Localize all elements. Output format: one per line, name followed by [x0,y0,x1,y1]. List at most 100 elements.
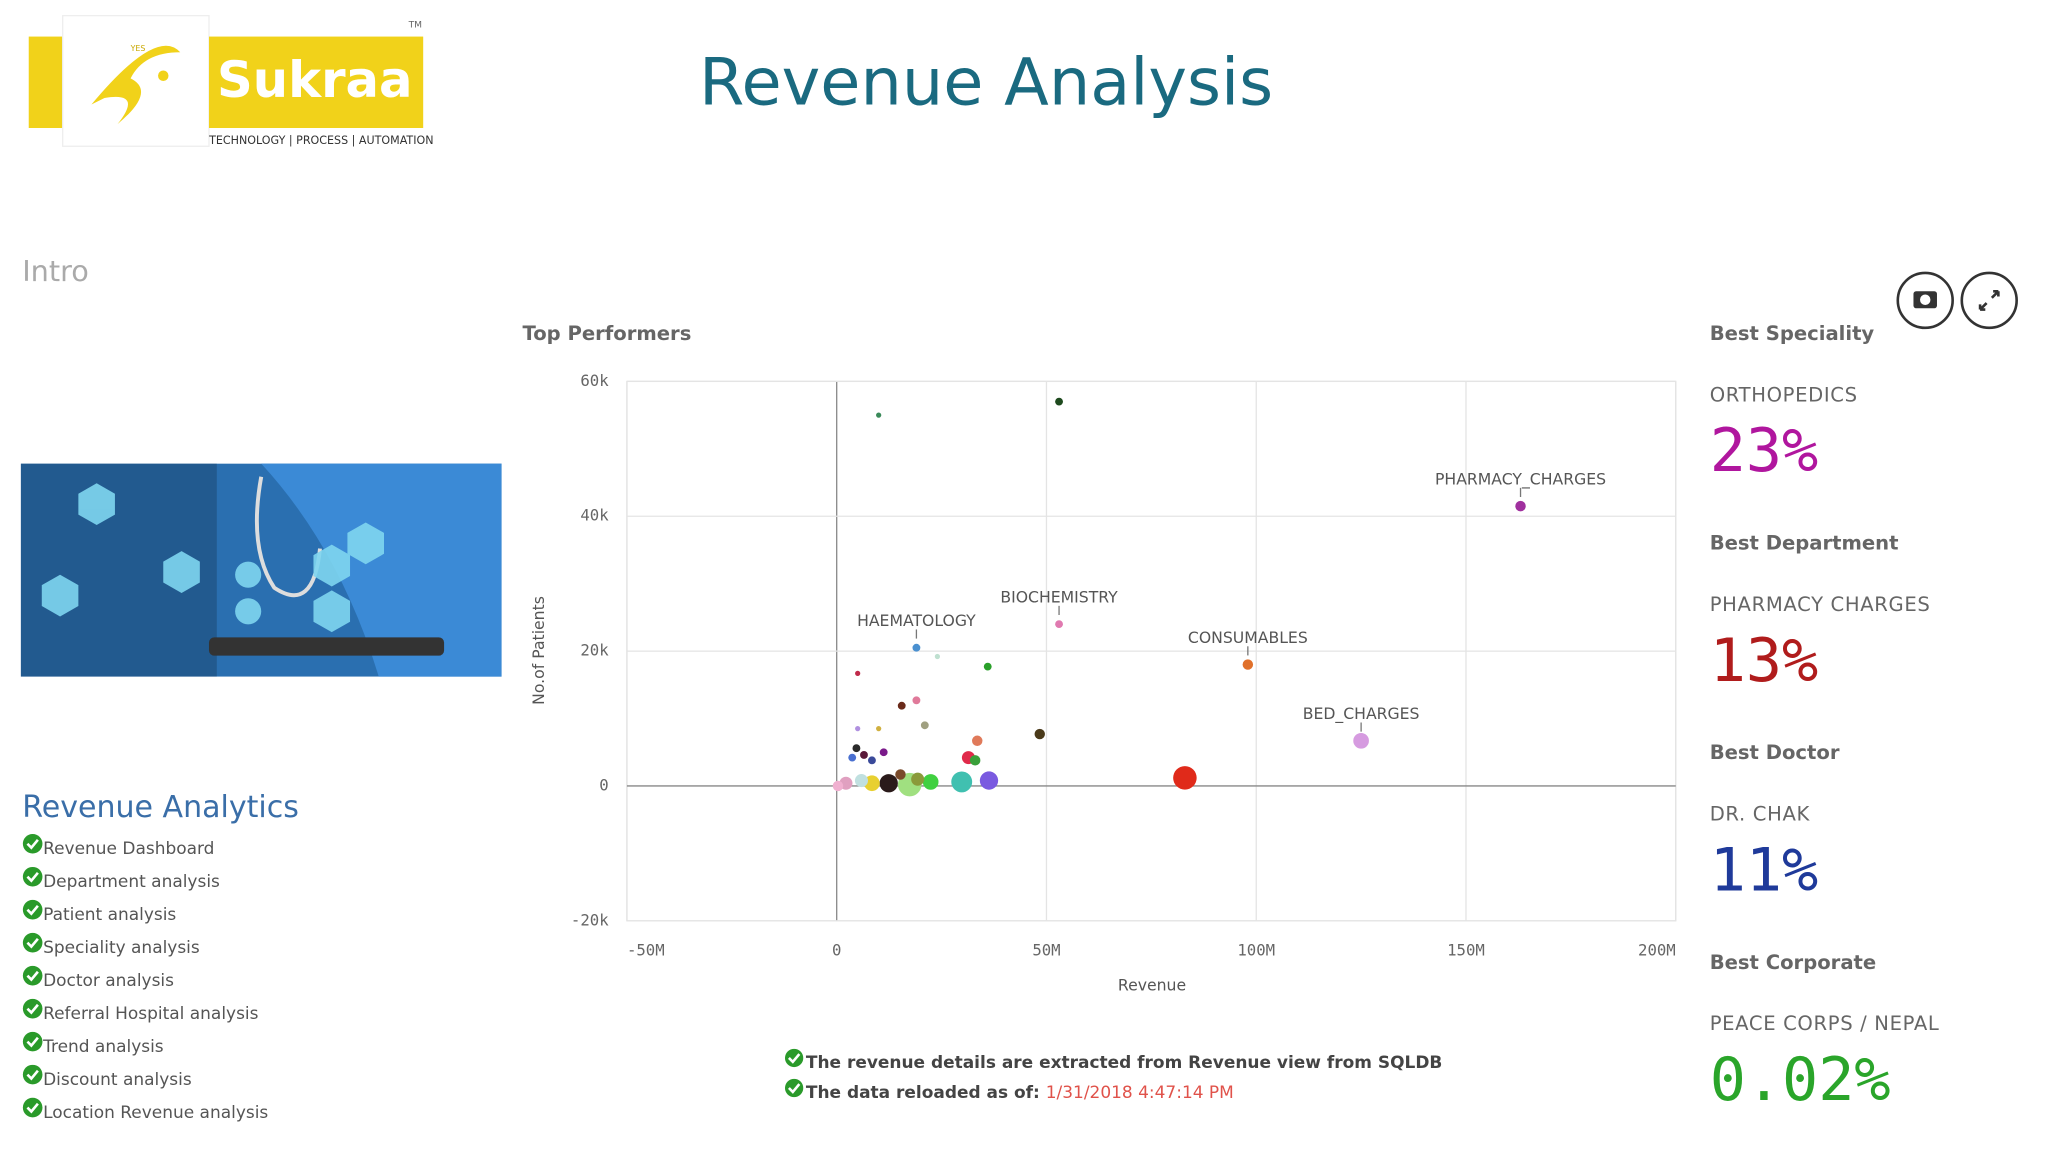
data-point [895,769,906,780]
kpi-name: ORTHOPEDICS [1710,383,1858,406]
check-mark [26,970,39,982]
x-tick-label: 200M [1638,940,1676,959]
kpi-title: Best Doctor [1710,741,1840,764]
check-icon [22,866,43,887]
logo-bar [28,36,66,129]
kpi-name: DR. CHAK [1710,803,1811,826]
logo-tagline: TECHNOLOGY | PROCESS | AUTOMATION [208,134,433,147]
check-mark [26,1003,39,1015]
kpi-name: PHARMACY CHARGES [1710,593,1931,616]
point-label: PHARMACY_CHARGES [1435,470,1606,490]
intro-heading: Intro [22,254,89,288]
check-icon [784,1078,804,1098]
check-mark [26,839,39,850]
logo-name-bg [208,36,424,129]
data-point [897,701,906,710]
data-point [1055,620,1063,629]
chart: -50M 0 50M 100M 150M 200M -20k 0 20k 40k 60k PHARMA… [571,371,1677,959]
fullscreen-button[interactable] [1960,271,2018,330]
data-point [852,744,861,753]
logo-badge: YES [130,44,146,53]
kpi-value: 23% [1710,416,1819,486]
kpi-title: Best Department [1710,532,1899,555]
check-icon [22,833,43,854]
y-tick-label: -20k [571,910,609,929]
check-mark [787,1053,801,1064]
logo-dot [158,70,169,81]
menu-item: Referral Hospital analysis [43,1004,259,1024]
data-point [854,774,868,788]
data-point [876,412,882,418]
data-point [951,771,973,793]
x-tick-label: 50M [1032,940,1060,959]
check-mark [26,904,39,916]
data-point [848,753,857,762]
x-axis-label: Revenue [1118,976,1186,995]
check-mark [26,937,39,949]
logo-box [62,15,210,147]
data-point [969,755,981,766]
kpi-value: 0.02% [1710,1045,1891,1115]
image-stethoscope [254,476,322,598]
data-point [868,756,876,765]
menu-item: Revenue Dashboard [43,839,214,859]
kpi-title: Best Corporate [1710,951,1876,974]
data-point [832,780,844,792]
data-point [855,726,861,732]
kpi-title: Best Speciality [1710,322,1875,345]
point-label: BIOCHEMISTRY [1000,588,1118,607]
point-label: CONSUMABLES [1188,628,1308,647]
source-note: The revenue details are extracted from R… [806,1053,1442,1073]
data-point [912,643,921,652]
y-axis-label: No.of Patients [529,596,548,705]
reload-time: 1/31/2018 4:47:14 PM [1046,1083,1234,1103]
menu-item: Location Revenue analysis [43,1103,268,1123]
x-tick-label: -50M [627,940,665,959]
menu-item: Speciality analysis [43,938,200,958]
snapshot-button[interactable] [1896,271,1954,330]
page-title: Revenue Analysis [699,44,1273,120]
check-mark [26,1102,39,1114]
data-point [864,775,880,792]
check-icon [22,1064,43,1085]
check-icon [22,998,43,1019]
data-point [1242,659,1254,670]
y-tick-label: 40k [580,506,609,525]
data-point [979,771,999,790]
menu: Revenue Dashboard Department analysis Pati… [22,833,268,1123]
image-icons [41,483,384,633]
logo-name: Sukraa [217,51,413,109]
logo-trademark: TM [408,20,422,30]
data-point [1515,500,1526,512]
y-tick-label: 0 [599,775,608,794]
menu-item: Trend analysis [42,1037,164,1057]
logo: YES Sukraa TM TECHNOLOGY | PROCESS | AUT… [28,15,434,147]
image-tablet [208,637,445,656]
logo-mark [91,45,181,125]
kpi-value: 11% [1710,835,1819,905]
check-icon [22,1097,43,1118]
chart-title: Top Performers [522,322,691,345]
data-point [855,670,861,676]
data-point [879,748,888,757]
data-point [860,751,868,759]
data-point [920,721,929,730]
check-icon [784,1048,804,1068]
menu-item: Discount analysis [43,1070,192,1090]
check-icon [22,932,43,953]
kpi-name: PEACE CORPS / NEPAL [1710,1012,1940,1035]
x-tick-label: 0 [832,940,841,959]
reload-note: The data reloaded as of: 1/31/2018 4:47:… [806,1083,1234,1103]
check-mark [787,1083,801,1094]
data-point [1173,766,1197,790]
data-point [922,774,939,790]
menu-item: Department analysis [43,872,220,892]
point-label: HAEMATOLOGY [857,611,976,630]
check-mark [26,1069,39,1081]
check-icon [22,965,43,986]
data-point [983,662,992,671]
y-tick-label: 20k [580,641,609,660]
point-label: BED_CHARGES [1303,704,1420,724]
menu-item: Doctor analysis [43,971,174,991]
image-coat [261,463,502,677]
